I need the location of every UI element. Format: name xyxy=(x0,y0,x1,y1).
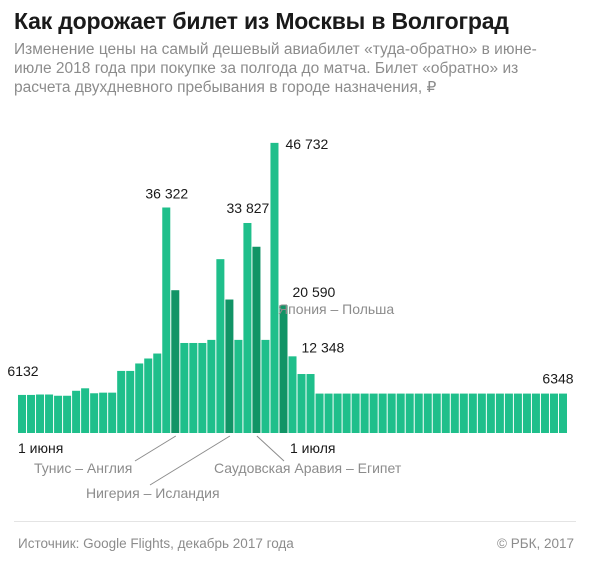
bar xyxy=(378,393,387,433)
bar xyxy=(126,370,135,433)
bar xyxy=(144,358,153,433)
bar xyxy=(36,394,45,433)
bar xyxy=(54,395,63,433)
bar xyxy=(351,393,360,433)
bar xyxy=(63,395,72,433)
bar xyxy=(81,388,90,433)
annotation-leader-line xyxy=(256,435,285,462)
bar xyxy=(540,393,549,433)
bar xyxy=(459,393,468,433)
bar xyxy=(306,374,315,433)
bar xyxy=(423,393,432,433)
bar xyxy=(414,393,423,433)
bar xyxy=(135,363,144,433)
bar xyxy=(180,342,189,433)
bar xyxy=(549,393,558,433)
value-label: 12 348 xyxy=(302,339,345,355)
bar xyxy=(513,393,522,433)
value-label: 6348 xyxy=(542,371,573,387)
bar xyxy=(108,392,117,433)
bar xyxy=(486,393,495,433)
bar xyxy=(432,393,441,433)
bar xyxy=(450,393,459,433)
chart-title: Как дорожает билет из Москвы в Волгоград xyxy=(14,8,509,34)
match-annotation: Саудовская Аравия – Египет xyxy=(214,460,402,476)
bar xyxy=(342,393,351,433)
bar xyxy=(495,393,504,433)
match-annotation: Тунис – Англия xyxy=(34,460,132,476)
annotation-leader-line xyxy=(134,435,177,462)
bar xyxy=(162,207,171,433)
bar xyxy=(99,392,108,433)
bar xyxy=(288,356,297,433)
bar xyxy=(477,393,486,433)
bar xyxy=(117,370,126,433)
bar xyxy=(396,393,405,433)
bar xyxy=(387,393,396,433)
bar xyxy=(207,339,216,434)
bar xyxy=(18,394,27,433)
match-annotation: Нигерия – Исландия xyxy=(86,485,220,501)
bar xyxy=(261,339,270,434)
bar xyxy=(216,259,225,433)
price-chart: 6132 36 322 33 827 46 732 20 590 12 348 6348 1 … xyxy=(7,136,573,501)
bar xyxy=(441,393,450,433)
chart-subtitle: Изменение цены на самый дешевый авиабиле… xyxy=(14,41,537,96)
value-label: 46 732 xyxy=(286,136,329,152)
match-annotation: Япония – Польша xyxy=(278,301,394,317)
bar xyxy=(153,353,162,433)
bar xyxy=(360,393,369,433)
bar xyxy=(243,222,252,433)
bar xyxy=(45,394,54,433)
value-label: 33 827 xyxy=(226,200,269,216)
bar xyxy=(522,393,531,433)
bar xyxy=(90,393,99,433)
bar xyxy=(270,142,279,433)
bar xyxy=(27,394,36,433)
bar xyxy=(531,393,540,433)
bar xyxy=(558,393,567,433)
bar xyxy=(324,393,333,433)
value-label: 20 590 xyxy=(293,284,336,300)
date-label: 1 июня xyxy=(18,440,63,456)
copyright: © РБК, 2017 xyxy=(497,536,574,551)
bar xyxy=(504,393,513,433)
bar xyxy=(333,393,342,433)
footer-divider xyxy=(14,521,576,522)
bar xyxy=(198,342,207,433)
bar xyxy=(72,390,81,433)
bar xyxy=(189,342,198,433)
bar xyxy=(468,393,477,433)
bar xyxy=(369,393,378,433)
bar xyxy=(234,339,243,434)
bar xyxy=(171,290,180,433)
bar xyxy=(225,299,234,433)
bar xyxy=(405,393,414,433)
bar xyxy=(315,393,324,433)
bar xyxy=(252,246,261,433)
source-note: Источник: Google Flights, декабрь 2017 г… xyxy=(18,536,294,551)
date-label: 1 июля xyxy=(290,440,335,456)
bar xyxy=(279,305,288,433)
value-label: 6132 xyxy=(7,363,38,379)
value-label: 36 322 xyxy=(145,186,188,202)
bar xyxy=(297,374,306,433)
annotation-leader-line xyxy=(149,435,231,486)
